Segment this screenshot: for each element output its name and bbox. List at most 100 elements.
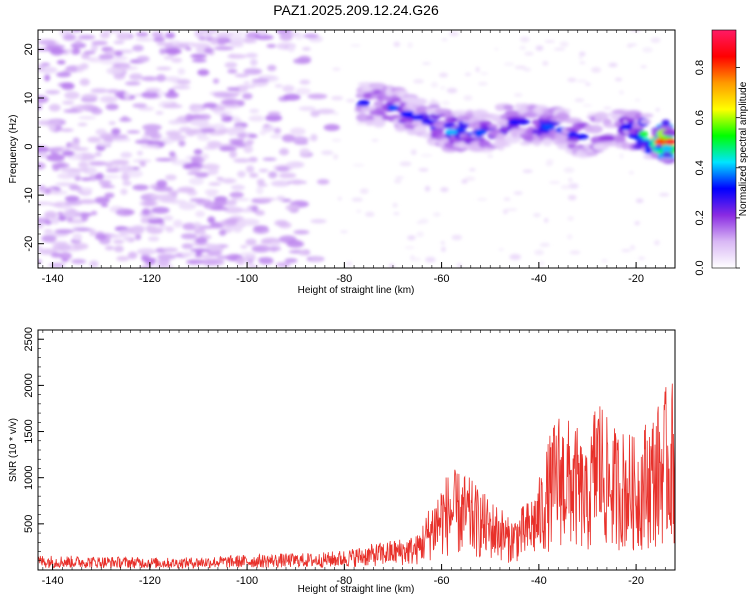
heatmap-cell [167, 134, 187, 140]
heatmap-cell [99, 95, 118, 104]
heatmap-cell [197, 69, 210, 76]
heatmap-cell [135, 32, 149, 37]
heatmap-cell [94, 196, 110, 205]
heatmap-cell [619, 153, 624, 159]
heatmap-cell [294, 33, 304, 40]
heatmap-cell [299, 148, 311, 156]
heatmap-cell [38, 39, 57, 46]
heatmap-cell [633, 136, 645, 141]
heatmap-cell [601, 259, 608, 263]
heatmap-cell [289, 127, 306, 136]
heatmap-cell [45, 90, 61, 94]
chart-title: PAZ1.2025.209.12.24.G26 [273, 2, 439, 18]
heatmap-cell [240, 251, 257, 256]
heatmap-cell [412, 258, 422, 261]
heatmap-cell [310, 110, 320, 118]
heatmap-cell [628, 171, 635, 175]
heatmap-cell [191, 58, 207, 63]
heatmap-cell [567, 216, 574, 221]
heatmap-cell [64, 200, 83, 206]
heatmap-cell [222, 178, 235, 184]
heatmap-cell [74, 39, 83, 45]
heatmap-cell [157, 258, 171, 266]
heatmap-cell [69, 168, 89, 172]
heatmap-cell [422, 62, 431, 65]
heatmap-cell [66, 48, 74, 52]
heatmap-cell [190, 155, 205, 164]
heatmap-cell [270, 180, 291, 187]
heatmap-cell [248, 156, 258, 163]
heatmap-cell [267, 64, 277, 72]
heatmap-cell [425, 256, 436, 263]
heatmap-cell [81, 93, 98, 101]
heatmap-cell [457, 263, 462, 268]
heatmap-cell [132, 159, 152, 163]
heatmap-blobs [38, 30, 675, 268]
heatmap-cell [44, 188, 51, 194]
heatmap-cell [193, 149, 203, 155]
heatmap-cell [640, 65, 647, 68]
heatmap-cell [213, 91, 232, 98]
heatmap-cell [420, 154, 433, 157]
heatmap-cell [180, 233, 198, 240]
heatmap-cell [153, 186, 173, 192]
heatmap-cell [99, 31, 110, 39]
heatmap-cell [416, 231, 424, 238]
heatmap-cell [278, 172, 297, 179]
heatmap-peak [542, 124, 555, 131]
heatmap-cell [478, 82, 488, 86]
heatmap-cell [285, 204, 300, 212]
heatmap-cell [48, 103, 61, 112]
y-tick-label: 20 [23, 43, 35, 55]
heatmap-cell [98, 179, 112, 186]
heatmap-cell [218, 229, 227, 236]
heatmap-cell [223, 199, 237, 206]
heatmap-cell [509, 253, 522, 260]
heatmap-cell [79, 104, 96, 111]
heatmap-cell [227, 54, 247, 59]
heatmap-cell [332, 111, 339, 116]
heatmap-cell [232, 224, 243, 233]
heatmap-cell [64, 91, 80, 100]
heatmap-cell [333, 153, 339, 160]
heatmap-cell [70, 47, 81, 55]
heatmap-cell [523, 67, 532, 72]
heatmap-cell [534, 249, 544, 256]
heatmap-cell [77, 199, 98, 204]
heatmap-cell [295, 87, 311, 95]
heatmap-cell [440, 187, 449, 193]
heatmap-cell [413, 79, 424, 84]
snr-series-line [38, 383, 675, 570]
heatmap-cell [80, 63, 89, 70]
heatmap-cell [587, 124, 603, 134]
heatmap-cell [132, 184, 149, 191]
heatmap-cell [190, 42, 211, 48]
heatmap-cell [256, 186, 264, 195]
y-tick-label: 1500 [23, 419, 35, 443]
heatmap-cell [221, 117, 233, 123]
heatmap-cell [287, 44, 295, 53]
heatmap-cell [113, 245, 124, 253]
heatmap-cell [196, 231, 206, 236]
heatmap-cell [81, 213, 89, 222]
y-tick-label: 2500 [23, 327, 35, 351]
heatmap-cell [579, 61, 586, 64]
heatmap-cell [226, 87, 241, 91]
heatmap-cell [247, 258, 254, 265]
heatmap-cell [78, 161, 89, 169]
heatmap-cell [62, 100, 75, 105]
heatmap-cell [189, 118, 210, 127]
heatmap-cell [557, 143, 568, 150]
heatmap-cell [45, 44, 66, 49]
heatmap-cell [290, 179, 304, 185]
heatmap-cell [229, 150, 238, 159]
heatmap-cell [156, 42, 173, 47]
heatmap-cell [47, 147, 64, 152]
heatmap-cell [248, 134, 258, 139]
heatmap-cell [533, 213, 541, 218]
heatmap-cell [519, 46, 526, 50]
heatmap-cell [135, 37, 154, 42]
heatmap-cell [419, 218, 429, 224]
heatmap-cell [559, 41, 569, 48]
